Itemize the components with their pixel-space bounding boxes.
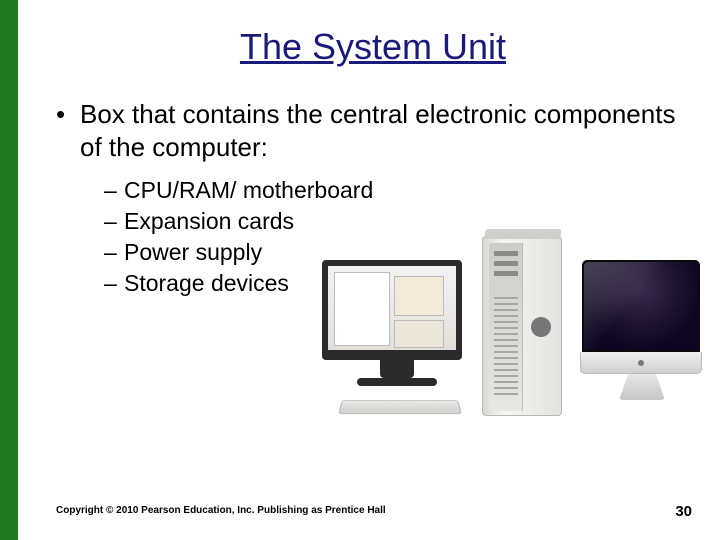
imac-icon [582,260,702,410]
slide-body: The System Unit Box that contains the ce… [18,0,720,540]
tower-pc-icon [482,236,562,416]
desktop-monitor-icon [322,260,472,400]
main-bullet: Box that contains the central electronic… [56,98,690,163]
keyboard-icon [338,400,462,414]
computer-illustration [322,230,702,440]
page-number: 30 [675,503,692,520]
copyright-text: Copyright © 2010 Pearson Education, Inc.… [56,505,386,516]
slide-title: The System Unit [56,26,690,68]
sub-bullet: CPU/RAM/ motherboard [104,175,376,206]
accent-bar [0,0,18,540]
